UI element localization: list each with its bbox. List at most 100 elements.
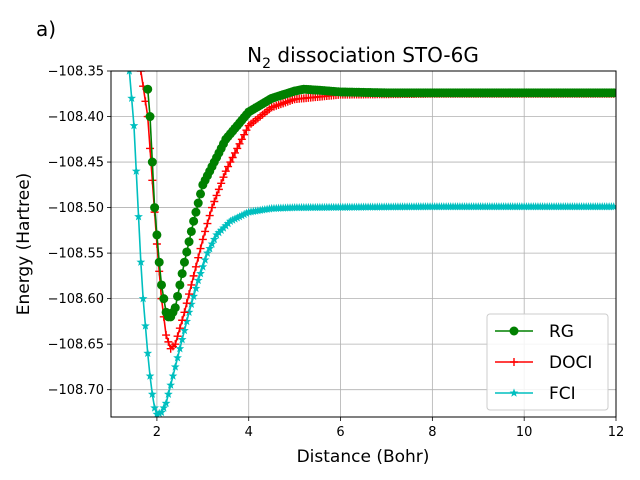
data-point-fci bbox=[154, 408, 164, 417]
title-subscript: 2 bbox=[262, 56, 271, 72]
data-point-fci bbox=[214, 228, 224, 237]
data-point-fci bbox=[193, 275, 203, 285]
data-point-fci bbox=[143, 348, 153, 357]
data-point-doci bbox=[240, 130, 249, 139]
data-point-fci bbox=[131, 166, 141, 175]
data-point-rg bbox=[193, 198, 203, 208]
data-point-rg bbox=[179, 257, 189, 267]
data-point-fci bbox=[173, 353, 182, 362]
data-point-doci bbox=[175, 324, 184, 333]
data-point-fci bbox=[205, 243, 215, 253]
data-point-fci bbox=[166, 380, 176, 389]
data-point-fci bbox=[207, 239, 217, 248]
y-tick-label: −108.60 bbox=[48, 292, 104, 307]
data-point-fci bbox=[221, 221, 231, 230]
data-point-doci bbox=[235, 139, 244, 148]
x-tick-label: 10 bbox=[516, 425, 533, 440]
data-point-fci bbox=[239, 209, 249, 219]
y-tick-label: −108.35 bbox=[48, 65, 104, 80]
data-point-fci bbox=[216, 225, 226, 235]
data-point-rg bbox=[154, 257, 164, 267]
data-point-doci bbox=[242, 126, 251, 135]
data-point-rg bbox=[159, 294, 169, 304]
data-point-fci bbox=[157, 407, 166, 417]
data-point-fci bbox=[232, 213, 242, 222]
data-point-fci bbox=[200, 255, 210, 264]
data-point-doci bbox=[210, 197, 219, 206]
y-tick-label: −108.50 bbox=[48, 201, 104, 216]
data-point-fci bbox=[127, 93, 137, 103]
data-point-rg bbox=[189, 216, 199, 226]
data-point-fci bbox=[145, 371, 155, 380]
data-point-fci bbox=[150, 403, 159, 412]
data-point-fci bbox=[138, 294, 148, 303]
data-point-rg bbox=[170, 303, 180, 313]
data-point-doci bbox=[219, 173, 228, 182]
data-point-doci bbox=[201, 227, 210, 236]
legend: RG DOCI FCI bbox=[486, 313, 609, 411]
data-point-fci bbox=[164, 389, 173, 398]
y-tick-label: −108.45 bbox=[48, 156, 104, 171]
x-tick-label: 6 bbox=[336, 425, 344, 440]
data-point-doci bbox=[189, 271, 198, 280]
data-point-fci bbox=[209, 234, 219, 244]
legend-marker-fci bbox=[509, 388, 519, 397]
data-point-fci bbox=[168, 371, 178, 380]
data-point-doci bbox=[198, 235, 207, 244]
y-axis-label: Energy (Hartree) bbox=[14, 173, 34, 316]
data-point-fci bbox=[212, 230, 221, 239]
data-point-rg bbox=[147, 157, 157, 167]
y-tick-label: −108.40 bbox=[48, 110, 104, 125]
data-point-fci bbox=[161, 398, 171, 408]
y-tick-label: −108.65 bbox=[48, 338, 104, 353]
data-point-rg bbox=[152, 230, 162, 240]
data-point-doci bbox=[196, 244, 205, 253]
legend-label-rg: RG bbox=[549, 322, 574, 342]
legend-marker-doci bbox=[510, 358, 518, 366]
data-point-fci bbox=[147, 389, 157, 398]
data-point-doci bbox=[224, 162, 233, 171]
data-point-fci bbox=[184, 307, 194, 317]
data-point-rg bbox=[609, 88, 616, 98]
data-point-fci bbox=[189, 291, 199, 301]
x-tick-label: 2 bbox=[153, 425, 161, 440]
chart-title: N2 dissociation STO-6G bbox=[247, 43, 479, 72]
data-point-doci bbox=[178, 316, 187, 325]
data-point-doci bbox=[217, 179, 226, 188]
data-point-fci bbox=[203, 248, 212, 257]
x-tick-label: 12 bbox=[608, 425, 625, 440]
data-point-doci bbox=[185, 290, 194, 299]
data-point-doci bbox=[230, 148, 239, 157]
data-point-fci bbox=[134, 212, 143, 221]
data-point-fci bbox=[242, 208, 251, 217]
data-point-fci bbox=[235, 212, 244, 221]
data-point-rg bbox=[143, 84, 153, 94]
axis-ticks: 2 4 6 8 10 12 −108.35 −108.40 −108.45 −108.50 −108… bbox=[48, 65, 625, 441]
data-point-fci bbox=[609, 202, 616, 211]
data-point-doci bbox=[237, 135, 246, 144]
data-point-doci bbox=[228, 153, 237, 162]
data-point-rg bbox=[182, 247, 192, 257]
data-point-fci bbox=[219, 223, 228, 232]
data-point-rg bbox=[175, 280, 185, 290]
x-tick-label: 4 bbox=[245, 425, 253, 440]
data-point-fci bbox=[126, 71, 133, 75]
data-point-fci bbox=[191, 283, 201, 293]
data-point-fci bbox=[186, 299, 196, 309]
data-point-fci bbox=[175, 344, 185, 353]
data-point-rg bbox=[173, 291, 183, 301]
x-tick-label: 8 bbox=[428, 425, 436, 440]
data-point-fci bbox=[141, 321, 150, 330]
panel-label: a) bbox=[36, 17, 56, 41]
series-rg bbox=[143, 84, 616, 322]
data-point-fci bbox=[223, 218, 233, 228]
data-point-rg bbox=[150, 203, 160, 213]
data-point-doci bbox=[146, 144, 155, 153]
data-point-fci bbox=[159, 403, 169, 412]
series-layer bbox=[126, 71, 616, 417]
legend-label-fci: FCI bbox=[549, 384, 576, 404]
data-point-doci bbox=[173, 332, 182, 341]
data-point-fci bbox=[136, 257, 146, 266]
data-point-doci bbox=[208, 203, 216, 212]
